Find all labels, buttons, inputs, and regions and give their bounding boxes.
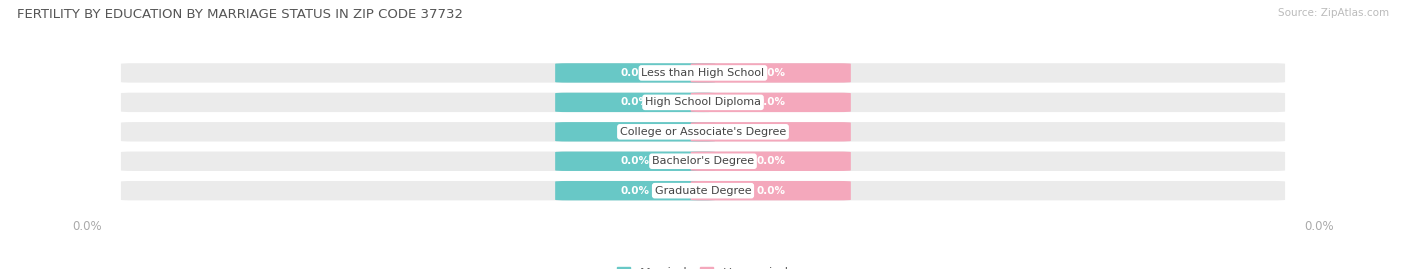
Text: 0.0%: 0.0% (756, 68, 786, 78)
FancyBboxPatch shape (690, 122, 851, 141)
Text: 0.0%: 0.0% (620, 68, 650, 78)
FancyBboxPatch shape (121, 122, 1285, 141)
FancyBboxPatch shape (555, 122, 716, 141)
FancyBboxPatch shape (121, 63, 1285, 83)
Text: Bachelor's Degree: Bachelor's Degree (652, 156, 754, 166)
FancyBboxPatch shape (690, 63, 851, 83)
FancyBboxPatch shape (555, 151, 716, 171)
Text: Less than High School: Less than High School (641, 68, 765, 78)
Text: FERTILITY BY EDUCATION BY MARRIAGE STATUS IN ZIP CODE 37732: FERTILITY BY EDUCATION BY MARRIAGE STATU… (17, 8, 463, 21)
Text: Graduate Degree: Graduate Degree (655, 186, 751, 196)
Text: 0.0%: 0.0% (620, 156, 650, 166)
FancyBboxPatch shape (121, 181, 1285, 200)
FancyBboxPatch shape (555, 93, 716, 112)
Text: 0.0%: 0.0% (756, 156, 786, 166)
Text: 0.0%: 0.0% (756, 97, 786, 107)
Text: 0.0%: 0.0% (620, 186, 650, 196)
Legend: Married, Unmarried: Married, Unmarried (612, 262, 794, 269)
Text: High School Diploma: High School Diploma (645, 97, 761, 107)
Text: Source: ZipAtlas.com: Source: ZipAtlas.com (1278, 8, 1389, 18)
FancyBboxPatch shape (555, 181, 716, 200)
Text: 0.0%: 0.0% (620, 97, 650, 107)
FancyBboxPatch shape (690, 181, 851, 200)
Text: 0.0%: 0.0% (756, 127, 786, 137)
FancyBboxPatch shape (690, 93, 851, 112)
FancyBboxPatch shape (121, 151, 1285, 171)
Text: College or Associate's Degree: College or Associate's Degree (620, 127, 786, 137)
Text: 0.0%: 0.0% (620, 127, 650, 137)
Text: 0.0%: 0.0% (756, 186, 786, 196)
FancyBboxPatch shape (555, 63, 716, 83)
FancyBboxPatch shape (690, 151, 851, 171)
FancyBboxPatch shape (121, 93, 1285, 112)
